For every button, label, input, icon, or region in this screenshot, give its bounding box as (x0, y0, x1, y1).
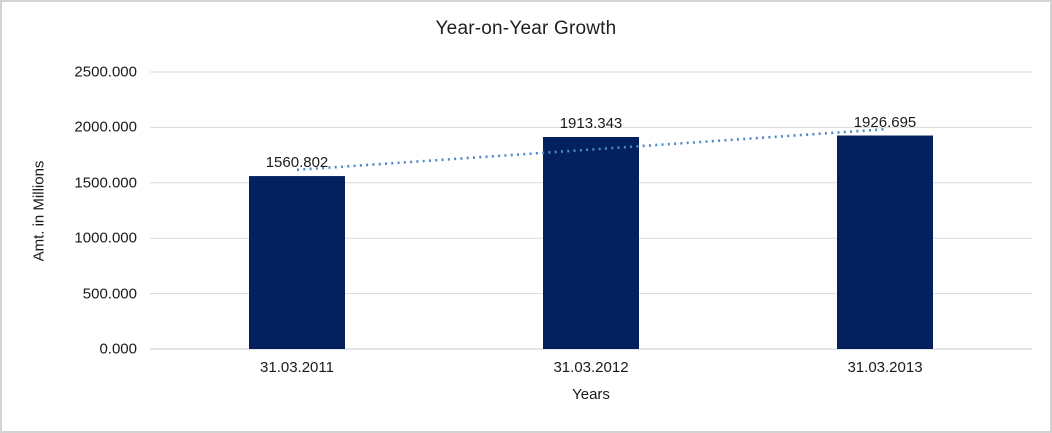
y-axis-tick-label: 0.000 (99, 340, 137, 358)
bar (543, 137, 639, 349)
x-axis-category-label: 31.03.2013 (847, 359, 923, 376)
x-axis-title: Years (572, 386, 610, 403)
y-axis-tick-label: 1500.000 (74, 174, 137, 192)
y-axis-tick-label: 500.000 (82, 285, 137, 303)
chart-title: Year-on-Year Growth (435, 18, 617, 39)
y-axis-tick-label: 1000.000 (74, 229, 137, 247)
x-axis-category-label: 31.03.2011 (260, 359, 334, 376)
bar-data-label: 1560.802 (265, 154, 329, 172)
y-axis-tick-label: 2000.000 (74, 118, 137, 136)
bar (249, 176, 345, 349)
bar-data-label: 1926.695 (853, 113, 917, 131)
x-axis-category-label: 31.03.2012 (553, 359, 629, 376)
bar (837, 135, 933, 349)
y-axis-title: Amt. in Millions (30, 160, 48, 261)
bar-data-label: 1913.343 (559, 115, 623, 132)
y-axis-tick-label: 2500.000 (74, 63, 137, 81)
